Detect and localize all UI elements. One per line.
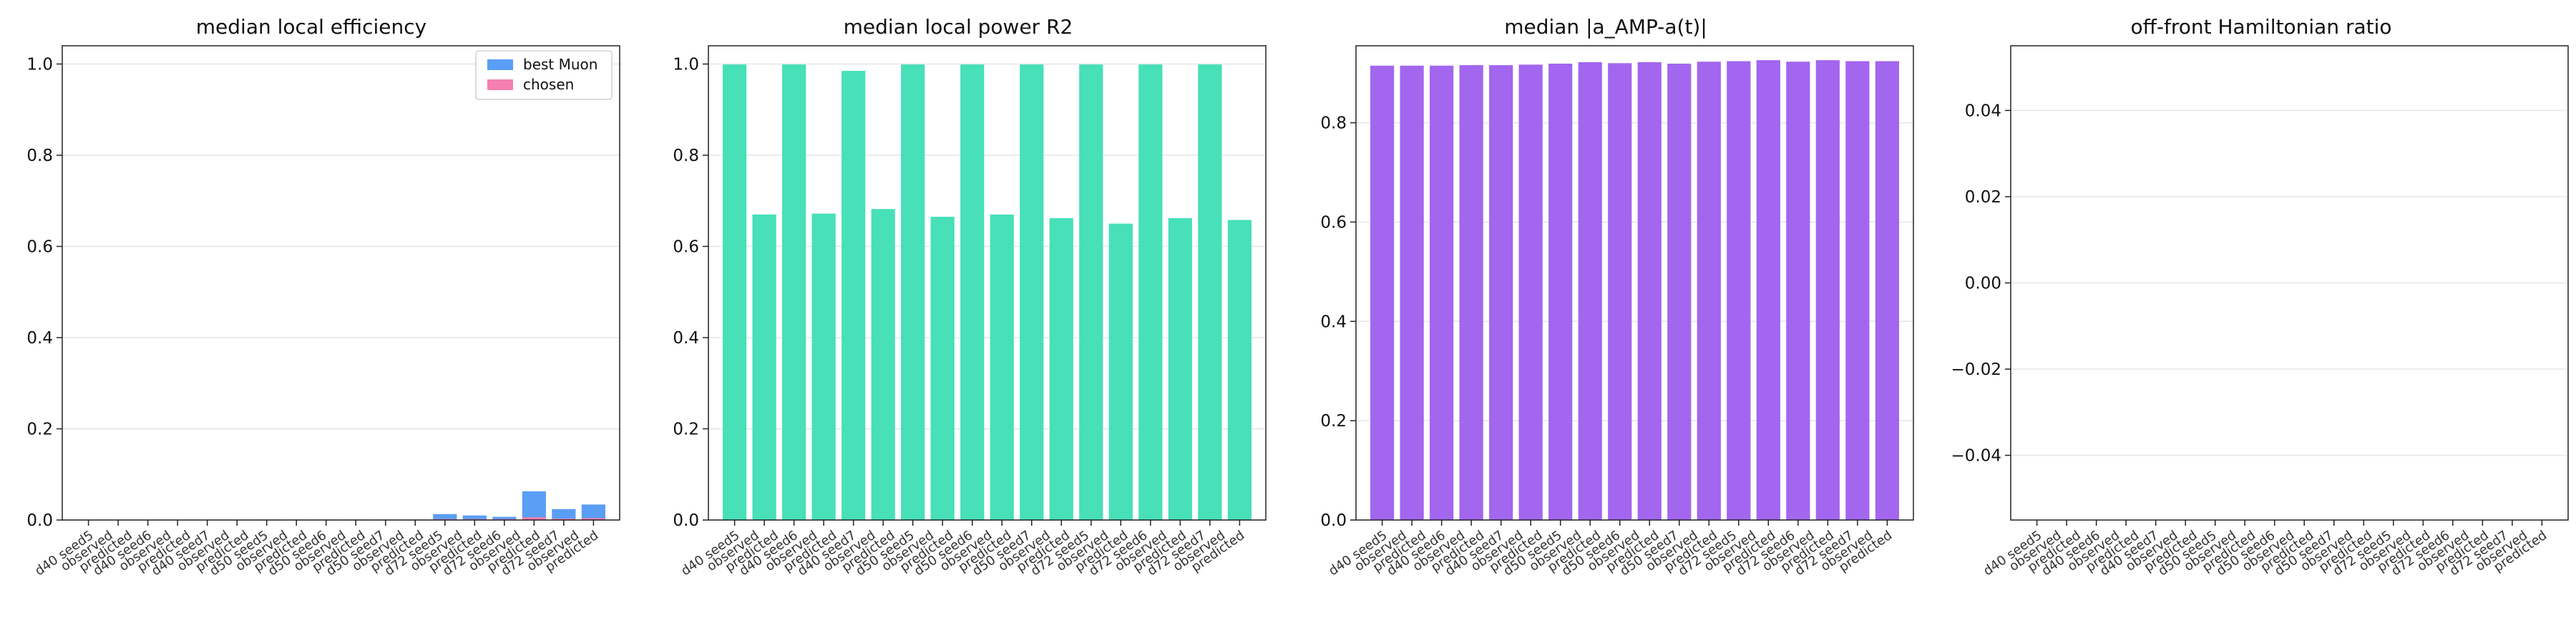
- bar: [552, 509, 576, 520]
- y-tick-label: 0.0: [1320, 511, 1347, 530]
- y-tick-label: 0.04: [1965, 102, 2001, 120]
- bar: [1430, 65, 1454, 520]
- bar: [1198, 64, 1222, 520]
- panel-title-hamiltonian-ratio: off-front Hamiltonian ratio: [2130, 15, 2391, 39]
- y-tick-label: 1.0: [26, 56, 53, 74]
- bar: [522, 517, 546, 520]
- bar: [433, 514, 457, 520]
- bar: [782, 64, 806, 520]
- bar: [1459, 65, 1483, 521]
- y-tick-label: −0.04: [1951, 447, 2001, 466]
- bar: [723, 64, 747, 520]
- bar: [1727, 61, 1751, 520]
- bar: [871, 209, 895, 520]
- bar: [462, 515, 487, 520]
- y-tick-label: 0.8: [673, 147, 699, 165]
- legend: best Muon chosen: [475, 50, 613, 100]
- bar: [552, 519, 576, 520]
- panel-title-efficiency: median local efficiency: [196, 15, 426, 39]
- bar: [752, 214, 776, 520]
- bar: [1370, 65, 1395, 520]
- legend-label-chosen: chosen: [523, 76, 574, 93]
- y-tick-label: 0.4: [673, 329, 699, 348]
- axes-frame: [2010, 45, 2569, 521]
- bar: [1227, 220, 1252, 520]
- bar: [1548, 63, 1573, 520]
- legend-swatch-best-muon: [487, 59, 513, 70]
- y-tick-label: 0.2: [26, 421, 53, 439]
- bar: [522, 491, 546, 520]
- bar: [1697, 62, 1721, 521]
- bar: [1489, 65, 1513, 521]
- panel-power-r2: median local power R2 0.0 0.2 0.4 0.6 0.8 1.0…: [673, 15, 1267, 579]
- panel-title-power-r2: median local power R2: [844, 15, 1073, 39]
- y-tick-label: 0.6: [673, 238, 699, 257]
- bar: [960, 64, 985, 520]
- bar: [1815, 60, 1840, 520]
- y-tick-label: 0.00: [1965, 275, 2001, 293]
- bar: [1400, 65, 1424, 520]
- bar: [1786, 62, 1810, 521]
- bar: [1168, 217, 1192, 520]
- bar: [1079, 64, 1103, 520]
- bar: [1756, 60, 1780, 520]
- bar: [811, 213, 836, 520]
- y-tick-label: 0.4: [1320, 313, 1347, 331]
- y-tick-label: 0.8: [1320, 114, 1347, 133]
- y-tick-label: 1.0: [673, 56, 699, 74]
- axes-frame: [62, 45, 620, 521]
- bar: [1108, 223, 1133, 520]
- panel-title-amp-deviation: median |a_AMP-a(t)|: [1504, 15, 1707, 39]
- bar: [1138, 64, 1163, 520]
- bar: [1667, 63, 1692, 520]
- bar: [1845, 61, 1870, 520]
- bar: [492, 516, 517, 520]
- y-tick-label: −0.02: [1951, 360, 2001, 379]
- bar: [990, 214, 1014, 520]
- y-tick-label: 0.4: [26, 329, 53, 348]
- bar: [1020, 64, 1044, 520]
- y-tick-label: 0.2: [673, 421, 699, 439]
- bar: [1518, 64, 1543, 520]
- bar: [1049, 217, 1073, 520]
- y-tick-label: 0.6: [1320, 213, 1347, 232]
- axes-frame: [708, 45, 1267, 521]
- y-tick-label: 0.0: [26, 511, 53, 530]
- panel-efficiency: median local efficiency 0.0 0.2 0.4 0.6 0.8 1…: [26, 15, 620, 579]
- bar: [901, 64, 925, 520]
- axes-frame: [1355, 45, 1914, 521]
- y-tick-label: 0.6: [26, 238, 53, 257]
- legend-label-best-muon: best Muon: [523, 56, 597, 73]
- bar: [841, 71, 866, 520]
- y-tick-label: 0.0: [673, 511, 699, 530]
- legend-swatch-chosen: [487, 79, 513, 90]
- bar: [1637, 62, 1662, 520]
- bar: [1608, 63, 1632, 520]
- y-tick-label: 0.02: [1965, 188, 2001, 207]
- bar: [581, 504, 605, 520]
- y-tick-label: 0.8: [26, 147, 53, 165]
- bar: [930, 217, 955, 520]
- panel-hamiltonian-ratio: off-front Hamiltonian ratio −0.04 −0.02 0.…: [1951, 15, 2569, 579]
- bar: [1578, 62, 1602, 520]
- y-tick-label: 0.2: [1320, 412, 1347, 431]
- bar: [581, 518, 605, 520]
- bar: [1875, 61, 1899, 520]
